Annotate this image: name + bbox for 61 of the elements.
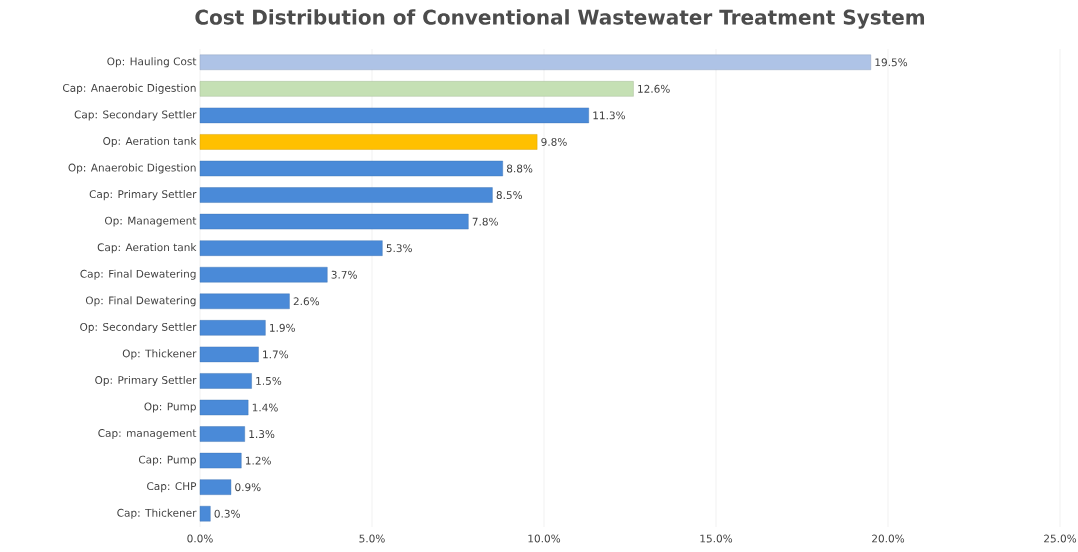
y-tick-label: Op: Primary Settler (95, 375, 197, 387)
data-label: 0.3% (214, 509, 240, 518)
chart-title: Cost Distribution of Conventional Wastewater Treatment System (195, 9, 925, 29)
data-label: 7.8% (472, 217, 498, 226)
bar (199, 267, 328, 283)
data-label: 1.9% (270, 323, 295, 332)
y-tick-label: Op: Final Dewatering (85, 296, 196, 307)
y-tick-label: Cap: Anaerobic Digestion (63, 83, 196, 94)
y-tick-label: Op: Hauling Cost (107, 57, 197, 68)
y-tick-label: Cap: Primary Settler (89, 189, 197, 201)
bar (199, 134, 538, 150)
data-label: 2.6% (293, 297, 320, 306)
y-tick-label: Cap: Secondary Settler (74, 110, 197, 121)
y-tick-label: Op: Secondary Settler (80, 322, 197, 333)
x-tick-label: 10.0% (528, 534, 561, 543)
bar (199, 240, 383, 256)
bar (199, 399, 249, 416)
bar (199, 213, 469, 230)
y-tick-label: Cap: Aeration tank (97, 243, 197, 254)
bar (199, 452, 242, 469)
data-label: 1.2% (245, 456, 271, 465)
bar (199, 160, 503, 177)
data-label: 8.8% (506, 164, 533, 173)
x-tick-label: 25.0% (1044, 534, 1077, 543)
data-label: 19.5% (875, 58, 908, 67)
bar (199, 373, 252, 389)
y-tick-label: Op: Thickener (122, 349, 197, 360)
data-label: 8.5% (496, 191, 523, 200)
data-label: 12.6% (638, 84, 670, 93)
x-tick-label: 0.0% (187, 534, 213, 543)
bar (199, 506, 211, 522)
data-label: 5.3% (386, 244, 412, 253)
bar (199, 293, 290, 309)
bar (199, 107, 589, 124)
data-label: 1.7% (263, 350, 289, 359)
data-label: 3.7% (331, 270, 357, 279)
y-tick-label: Op: Management (104, 216, 197, 227)
y-tick-label: Op: Pump (144, 402, 196, 413)
data-label: 1.4% (252, 403, 278, 412)
y-tick-label: Op: Aeration tank (103, 136, 197, 148)
data-label: 0.9% (235, 483, 261, 492)
y-tick-label: Cap: Pump (138, 455, 196, 466)
bar (199, 426, 245, 442)
data-label: 1.3% (249, 430, 275, 439)
bar (199, 346, 259, 363)
bar (199, 187, 493, 203)
bar (199, 479, 232, 495)
data-label: 11.3% (593, 111, 626, 120)
bar (199, 81, 634, 97)
bar (199, 320, 266, 336)
y-tick-label: Cap: Thickener (117, 508, 197, 519)
bar (199, 54, 872, 70)
x-tick-label: 20.0% (872, 534, 905, 543)
y-tick-label: Cap: Final Dewatering (80, 269, 196, 280)
data-label: 9.8% (541, 137, 567, 146)
x-tick-label: 15.0% (700, 534, 733, 543)
y-tick-label: Cap: management (98, 429, 197, 440)
y-tick-label: Cap: CHP (147, 482, 197, 493)
data-label: 1.5% (256, 376, 282, 385)
x-tick-label: 5.0% (359, 534, 385, 543)
y-tick-label: Op: Anaerobic Digestion (68, 163, 196, 174)
